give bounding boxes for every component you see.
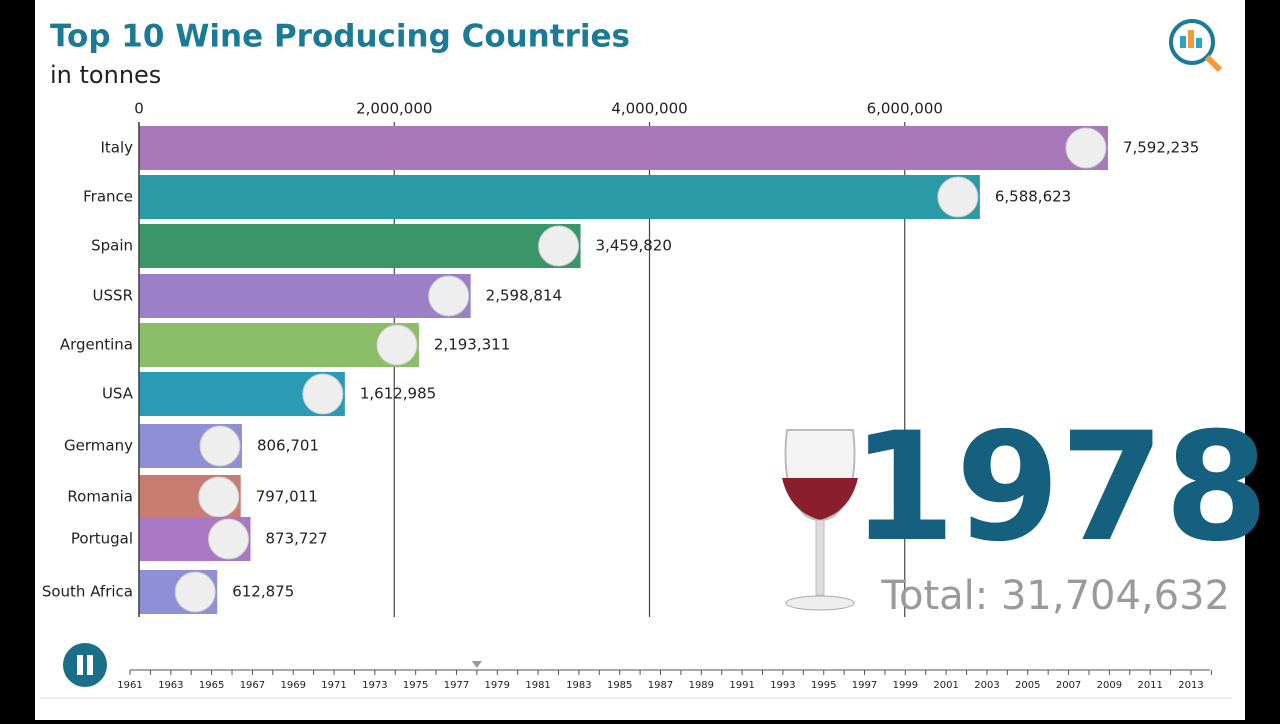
timeline-label: 1995 xyxy=(811,680,836,691)
category-label: Argentina xyxy=(60,336,133,354)
chart-subtitle: in tonnes xyxy=(50,61,161,89)
flag xyxy=(198,476,240,518)
timeline-label: 1971 xyxy=(321,680,346,691)
bar xyxy=(139,323,419,367)
value-label: 3,459,820 xyxy=(596,237,672,255)
category-label: USSR xyxy=(93,287,133,305)
flag xyxy=(174,571,216,613)
category-label: France xyxy=(83,188,133,206)
value-label: 2,193,311 xyxy=(434,336,510,354)
x-tick-label: 4,000,000 xyxy=(611,100,687,118)
logo xyxy=(1169,19,1223,73)
timeline-label: 1961 xyxy=(117,680,142,691)
timeline-label: 1979 xyxy=(485,680,510,691)
category-label: South Africa xyxy=(42,583,133,601)
x-tick-label: 6,000,000 xyxy=(867,100,943,118)
timeline-label: 1983 xyxy=(566,680,591,691)
timeline-marker xyxy=(471,661,482,668)
timeline-label: 2013 xyxy=(1178,680,1203,691)
value-label: 2,598,814 xyxy=(486,287,562,305)
value-label: 797,011 xyxy=(256,488,318,506)
category-label: Italy xyxy=(100,139,133,157)
timeline-label: 1987 xyxy=(648,680,673,691)
flag xyxy=(376,324,418,366)
timeline-label: 1989 xyxy=(689,680,714,691)
flag xyxy=(302,373,344,415)
timeline-label: 2001 xyxy=(933,680,958,691)
chart-title: Top 10 Wine Producing Countries xyxy=(50,19,630,55)
value-label: 1,612,985 xyxy=(360,385,436,403)
bar xyxy=(139,274,471,318)
flag xyxy=(428,275,470,317)
timeline-label: 2011 xyxy=(1137,680,1162,691)
bar xyxy=(139,224,581,268)
timeline-label: 1981 xyxy=(525,680,550,691)
flag xyxy=(199,425,241,467)
bar xyxy=(139,175,980,219)
timeline-label: 2007 xyxy=(1056,680,1081,691)
timeline-label: 1975 xyxy=(403,680,428,691)
value-label: 873,727 xyxy=(266,530,328,548)
timeline-label: 2003 xyxy=(974,680,999,691)
value-label: 7,592,235 xyxy=(1123,139,1199,157)
value-label: 612,875 xyxy=(232,583,294,601)
pause-button[interactable] xyxy=(63,643,107,687)
current-year: 1978 xyxy=(851,401,1268,575)
category-label: Romania xyxy=(67,488,133,506)
wine-glass xyxy=(782,429,858,611)
timeline-label: 1991 xyxy=(729,680,754,691)
timeline-label: 2005 xyxy=(1015,680,1040,691)
value-label: 806,701 xyxy=(257,437,319,455)
category-label: Portugal xyxy=(71,530,133,548)
category-label: USA xyxy=(102,385,134,403)
timeline-label: 1993 xyxy=(770,680,795,691)
category-label: Germany xyxy=(64,437,133,455)
timeline-label: 1967 xyxy=(240,680,265,691)
timeline-label: 1969 xyxy=(281,680,306,691)
timeline-label: 1973 xyxy=(362,680,387,691)
value-label: 6,588,623 xyxy=(995,188,1071,206)
timeline-label: 2009 xyxy=(1097,680,1122,691)
timeline-label: 1977 xyxy=(444,680,469,691)
flag xyxy=(538,225,580,267)
flag xyxy=(937,176,979,218)
timeline-label: 1965 xyxy=(199,680,224,691)
flag xyxy=(208,518,250,560)
bar xyxy=(139,126,1108,170)
timeline-label: 1999 xyxy=(893,680,918,691)
x-tick-label: 0 xyxy=(134,100,144,118)
flag xyxy=(1065,127,1107,169)
timeline-label: 1997 xyxy=(852,680,877,691)
category-label: Spain xyxy=(91,237,133,255)
timeline-label: 1985 xyxy=(607,680,632,691)
total-label: Total: 31,704,632 xyxy=(880,573,1230,619)
x-tick-label: 2,000,000 xyxy=(356,100,432,118)
timeline-label: 1963 xyxy=(158,680,183,691)
